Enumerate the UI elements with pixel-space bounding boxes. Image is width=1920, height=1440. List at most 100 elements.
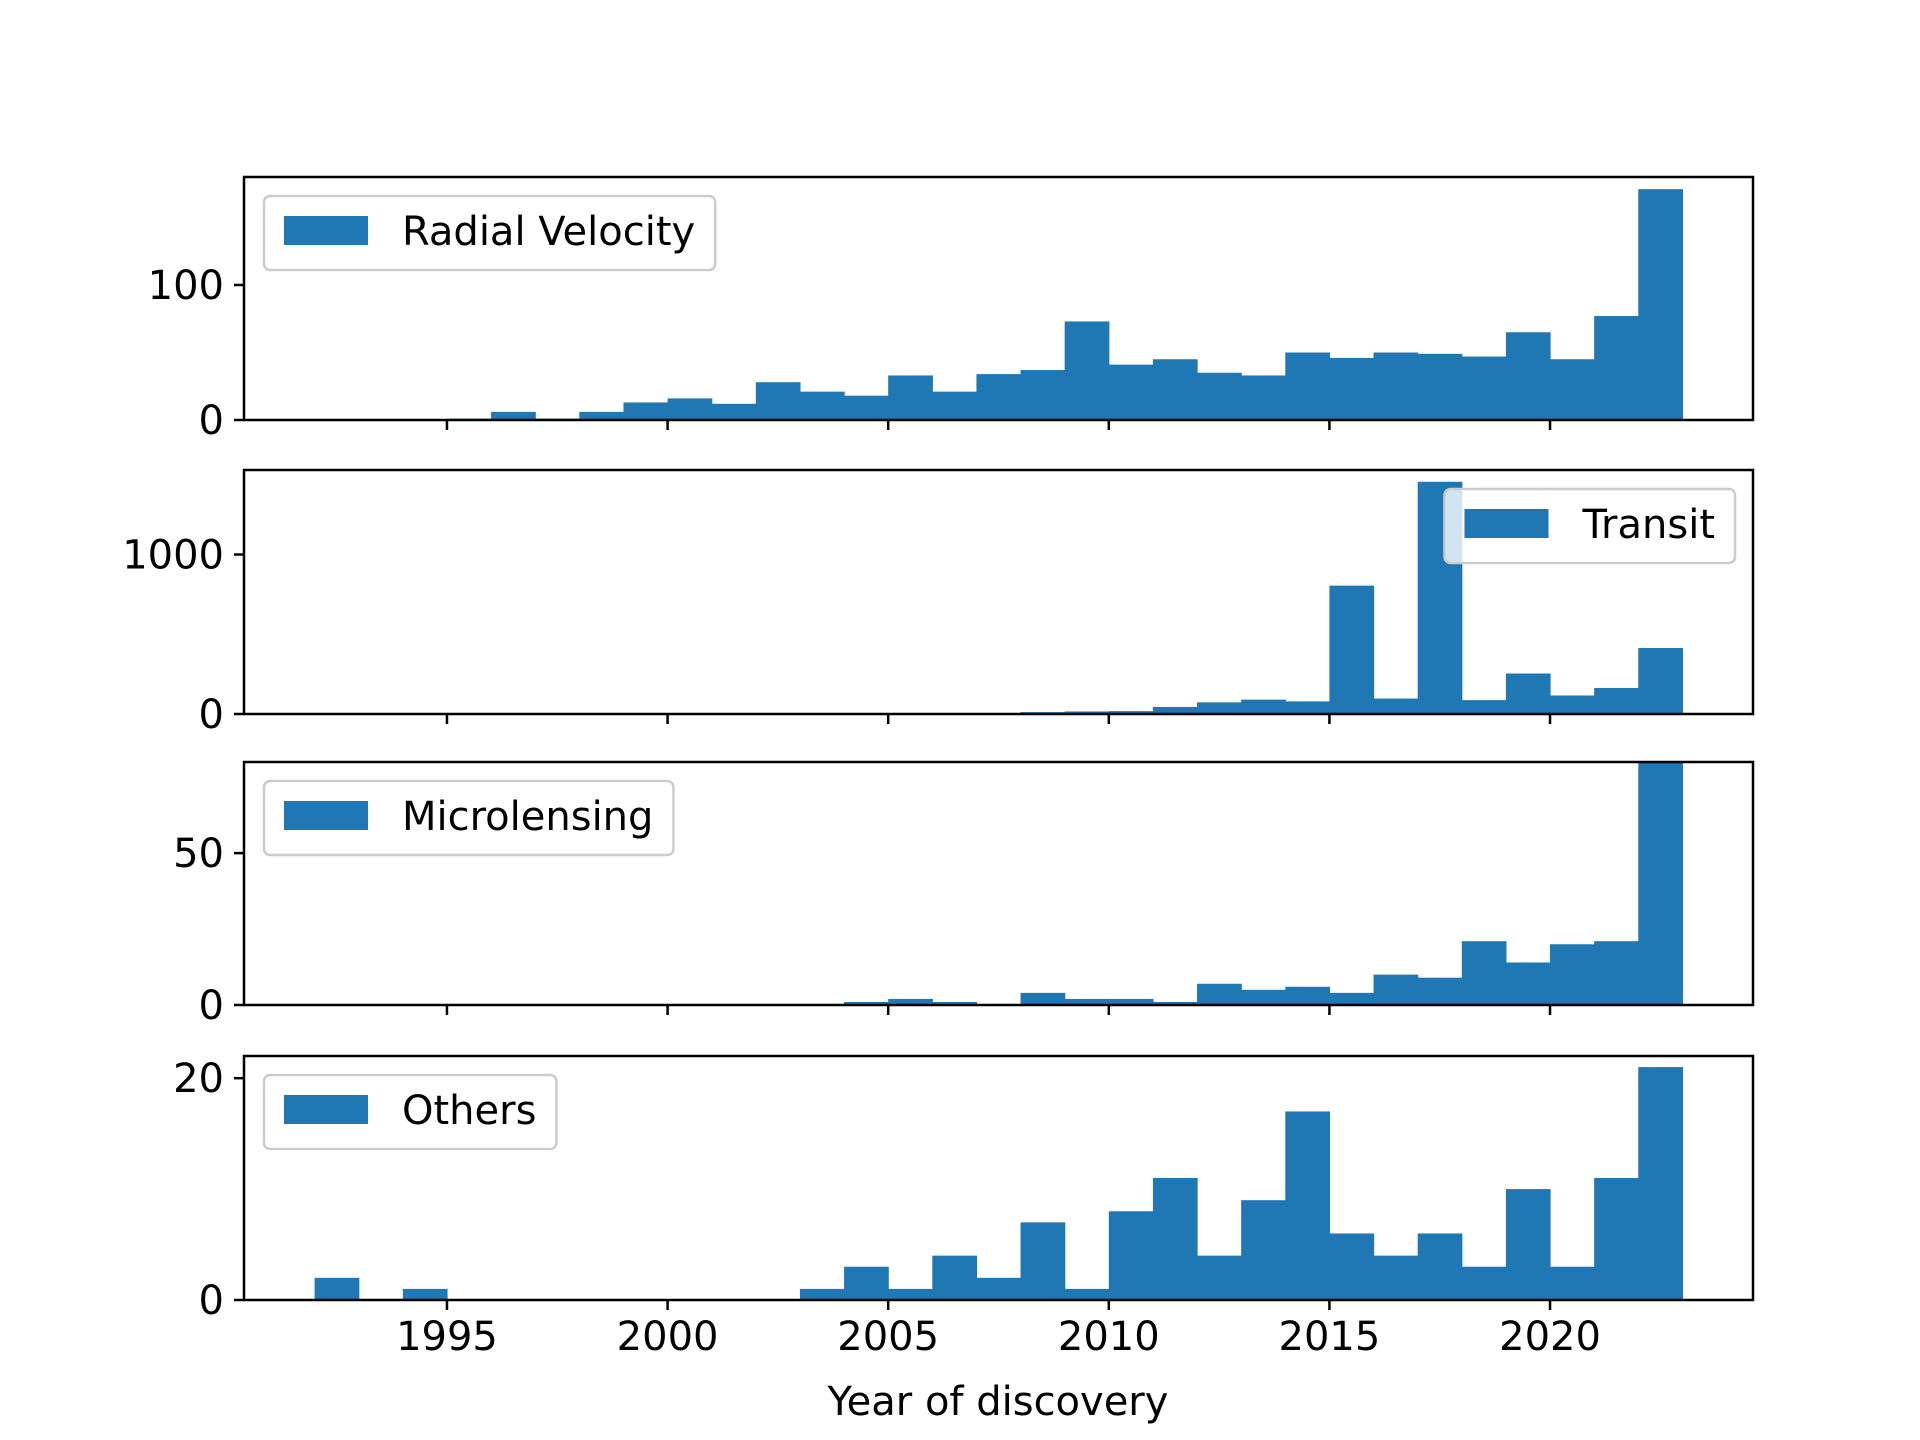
bar <box>932 391 978 420</box>
bar <box>1152 1001 1198 1005</box>
bar <box>1373 352 1419 420</box>
y-tick-label: 50 <box>173 831 224 877</box>
panel-transit: 0 1000 Transit <box>122 468 1755 738</box>
x-ticks-microlensing <box>445 1005 1552 1015</box>
bar <box>1373 974 1419 1006</box>
panel-others: 0 20 1995 2000 2005 2010 2015 2020 Others <box>173 1054 1755 1360</box>
bar <box>1594 688 1639 714</box>
bar <box>1505 673 1551 714</box>
bar <box>844 1001 889 1005</box>
y-tick-label: 0 <box>199 983 224 1029</box>
legend-swatch <box>284 216 368 245</box>
axes-frame <box>242 760 1755 1007</box>
bar <box>932 1255 978 1300</box>
y-axis-microlensing: 0 50 <box>173 831 244 1029</box>
bar <box>844 395 889 420</box>
bar <box>799 1288 845 1300</box>
bar <box>1594 941 1639 1005</box>
legend-label-transit: Transit <box>1582 502 1716 548</box>
bar <box>623 402 669 420</box>
bar <box>1505 962 1551 1005</box>
bar <box>1108 998 1154 1005</box>
bar <box>1638 647 1683 714</box>
bar <box>976 374 1022 420</box>
bar <box>1197 702 1242 714</box>
legend-box <box>1443 487 1737 565</box>
bar <box>1285 986 1331 1005</box>
bar <box>1020 992 1066 1005</box>
x-axis-others: 1995 2000 2005 2010 2015 2020 <box>396 1300 1601 1360</box>
bars-radial-velocity <box>446 189 1683 420</box>
x-tick-label: 2015 <box>1279 1314 1381 1360</box>
bar <box>1550 1266 1595 1300</box>
bar <box>491 411 536 420</box>
bar <box>1241 989 1286 1005</box>
bar <box>1638 189 1683 420</box>
bar <box>1638 762 1683 1005</box>
bar <box>976 1277 1022 1300</box>
legend-label-others: Others <box>402 1088 536 1134</box>
y-axis-radial-velocity: 0 100 <box>148 263 244 444</box>
bar <box>799 391 845 420</box>
legend-transit: Transit <box>1443 487 1737 565</box>
bar <box>1461 941 1507 1005</box>
bar <box>1417 977 1463 1005</box>
bar <box>1329 585 1375 714</box>
bar <box>1285 701 1331 714</box>
bar <box>1108 1211 1154 1300</box>
bar <box>888 1288 933 1300</box>
legend-swatch <box>284 1095 368 1124</box>
bar <box>1329 357 1375 420</box>
legend-box <box>262 779 675 857</box>
bar <box>1329 1233 1375 1300</box>
legend-label-radial-velocity: Radial Velocity <box>402 209 695 255</box>
bar <box>932 1001 978 1005</box>
bar <box>1505 332 1551 420</box>
bar <box>1550 944 1595 1005</box>
bar <box>1108 364 1154 420</box>
x-tick-label: 2010 <box>1058 1314 1160 1360</box>
bar <box>1152 1178 1198 1300</box>
bar <box>402 1288 448 1300</box>
x-tick-label: 2000 <box>617 1314 719 1360</box>
bar <box>1020 370 1066 420</box>
x-ticks-transit <box>445 714 1552 724</box>
bar <box>1594 1178 1639 1300</box>
x-tick-label: 2020 <box>1499 1314 1601 1360</box>
y-tick-label: 0 <box>199 692 224 738</box>
bars-transit <box>799 481 1683 714</box>
bar <box>1417 1233 1463 1300</box>
x-tick-label: 1995 <box>396 1314 498 1360</box>
bar <box>1197 372 1242 420</box>
bar <box>1152 359 1198 420</box>
legend-microlensing: Microlensing <box>262 779 675 857</box>
bar <box>1638 1067 1683 1300</box>
legend-box <box>262 194 717 272</box>
bar <box>1241 375 1286 420</box>
legend-radial-velocity: Radial Velocity <box>262 194 717 272</box>
bar <box>1461 356 1507 420</box>
y-axis-others: 0 20 <box>173 1056 244 1324</box>
bar <box>1064 1288 1110 1300</box>
bar <box>755 382 801 420</box>
bar <box>1152 706 1198 714</box>
bar <box>1020 1222 1066 1300</box>
bar <box>579 411 625 420</box>
bar <box>888 998 933 1005</box>
panel-radial-velocity: 0 100 Radial Velocity <box>148 175 1755 444</box>
bar <box>888 375 933 420</box>
bar <box>1550 359 1595 420</box>
bar <box>711 403 757 420</box>
bars-microlensing <box>844 762 1683 1006</box>
bar <box>1594 316 1639 420</box>
bar <box>1417 353 1463 420</box>
legend-swatch <box>284 801 368 830</box>
axes-frame <box>242 175 1755 422</box>
bar <box>1241 1200 1286 1300</box>
bar <box>1197 1255 1242 1300</box>
bar <box>844 1266 889 1300</box>
bar <box>1108 711 1154 714</box>
bar <box>1241 699 1286 714</box>
bar <box>1329 992 1375 1005</box>
bar <box>1461 1266 1507 1300</box>
